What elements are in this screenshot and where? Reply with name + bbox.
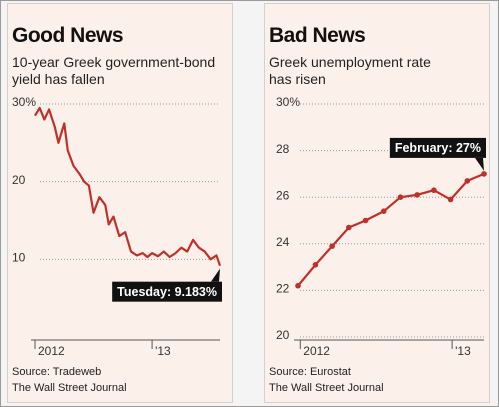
line [34,106,222,267]
source: Source: Tradeweb [12,366,102,378]
marker [447,196,454,203]
annotation-box [112,281,222,302]
marker [464,178,471,184]
annotation-text: February: 27% [395,141,481,155]
marker [329,243,335,249]
annotation-box [389,137,486,158]
marker [431,187,437,194]
marker [397,194,404,200]
x-tick-label: 2012 [303,344,330,358]
marker [312,261,319,268]
y-tick-label: 20 [12,173,26,187]
y-tick-label: 24 [276,235,290,249]
source: Source: Eurostat [269,366,351,378]
y-tick-label: 28 [276,142,290,156]
marker [481,171,487,177]
marker [414,192,420,198]
chart-title: Bad News [269,24,366,47]
panel: Bad News Greek unemployment rate has ris… [264,3,490,403]
annotation-pointer [475,157,484,171]
chart-subtitle: Greek unemployment rate has risen [269,54,431,87]
x-tick-label: 2012 [38,344,65,358]
y-tick-label: 22 [276,282,290,296]
y-tick-label: 30% [276,95,300,109]
y-tick-label: 30% [12,95,36,109]
y-tick-label: 26 [276,188,290,202]
line [297,172,485,287]
annotation-text: Tuesday: 9.183% [117,285,217,299]
x-tick-label: '13 [455,344,471,358]
marker [380,208,387,214]
marker [295,282,301,289]
y-tick-label: 10 [12,251,26,265]
marker [362,217,369,224]
credit: The Wall Street Journal [269,382,384,394]
annotation: February: 27% [389,137,486,171]
marker [346,224,352,231]
x-tick-label: '13 [155,344,171,358]
y-tick-label: 20 [276,328,290,342]
annotation-pointer [211,268,220,282]
chart-subtitle: 10-year Greek government-bond yield has … [12,54,216,87]
panel: Good News 10-year Greek government-bond … [7,3,233,403]
credit: The Wall Street Journal [12,382,127,394]
chart-title: Good News [12,24,124,47]
annotation: Tuesday: 9.183% [112,268,222,302]
